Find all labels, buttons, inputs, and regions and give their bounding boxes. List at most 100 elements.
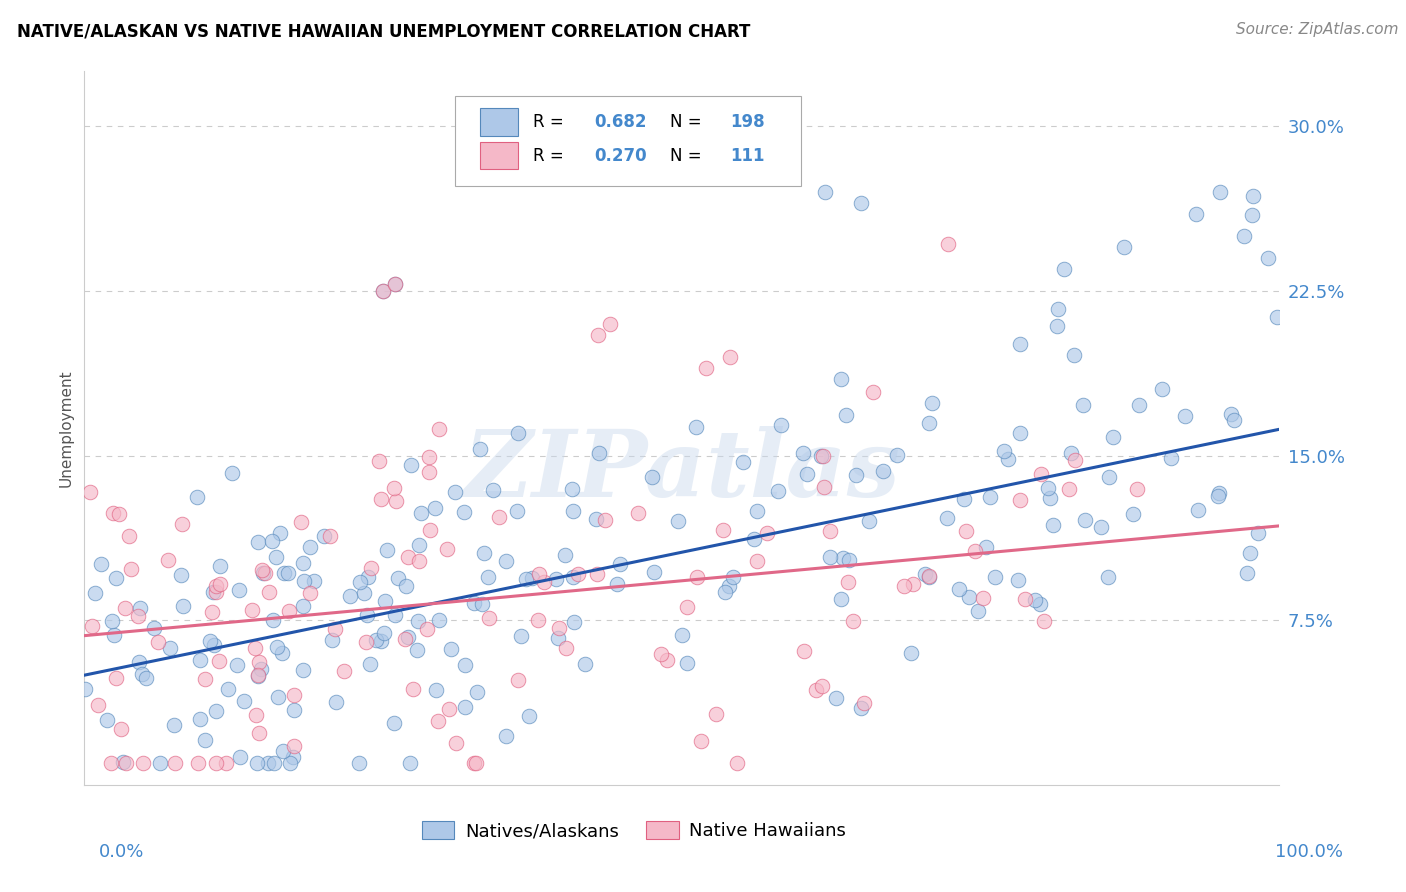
Point [997,452,1019,467]
Point [394,632,416,646]
Point [131,667,153,681]
Point [267,690,290,704]
Point [1014,591,1036,606]
Point [357,570,380,584]
Point [831,551,853,566]
Point [215,756,238,770]
Point [114,601,136,615]
Point [128,655,150,669]
Point [993,443,1015,458]
Point [260,534,283,549]
Point [252,566,274,580]
Point [135,671,157,685]
Point [979,490,1001,504]
Point [108,507,131,521]
Point [292,663,315,677]
Point [704,706,727,721]
Point [298,540,321,554]
Point [849,700,872,714]
Point [675,599,697,614]
Point [283,739,305,753]
Point [918,417,941,431]
Point [606,577,628,591]
Point [283,750,305,764]
Point [852,696,875,710]
Point [488,509,510,524]
Point [495,554,517,568]
Point [585,512,607,526]
Point [194,732,217,747]
Point [266,640,288,654]
Point [444,485,467,500]
Point [918,569,941,583]
Point [957,591,980,605]
Point [948,582,970,596]
Point [263,613,285,627]
Point [965,544,987,558]
Point [436,542,458,557]
Point [900,646,922,660]
Point [273,566,295,580]
Point [825,690,848,705]
Point [935,511,957,525]
Point [893,579,915,593]
Text: 198: 198 [730,113,765,131]
Point [269,526,291,541]
Point [914,567,936,582]
Point [325,695,347,709]
Point [686,570,709,584]
Point [359,657,381,672]
Point [725,756,748,770]
Point [972,591,994,606]
Point [170,516,193,531]
Point [918,570,941,584]
Point [453,506,475,520]
Point [263,756,285,770]
Point [811,680,834,694]
Point [471,598,494,612]
Point [149,756,172,770]
Point [517,709,540,723]
Point [105,570,128,584]
Point [115,756,138,770]
Point [208,655,231,669]
Point [349,756,371,770]
Bar [479,142,519,169]
Point [745,554,768,568]
Point [399,458,422,472]
Point [627,507,650,521]
Point [418,465,440,479]
Point [408,538,430,552]
Point [685,420,707,434]
Point [546,572,568,586]
Point [690,734,713,748]
Point [1265,310,1288,325]
Point [382,716,405,731]
Point [444,736,467,750]
Point [810,449,832,463]
Text: NATIVE/ALASKAN VS NATIVE HAWAIIAN UNEMPLOYMENT CORRELATION CHART: NATIVE/ALASKAN VS NATIVE HAWAIIAN UNEMPL… [17,22,751,40]
Point [1057,483,1080,497]
Point [668,515,690,529]
Point [1101,430,1123,444]
Point [562,570,585,584]
Point [186,490,208,504]
Point [820,524,842,538]
Point [609,557,631,571]
Point [292,574,315,588]
Point [1047,302,1070,317]
Point [370,633,392,648]
Point [1128,398,1150,412]
Point [157,553,180,567]
Point [1241,189,1264,203]
Point [367,454,389,468]
Point [1039,491,1062,505]
Text: 100.0%: 100.0% [1275,843,1343,861]
Point [159,640,181,655]
Text: 0.0%: 0.0% [98,843,143,861]
Point [851,196,873,211]
Point [290,515,312,529]
Point [146,635,169,649]
Point [205,579,228,593]
Point [319,529,342,543]
